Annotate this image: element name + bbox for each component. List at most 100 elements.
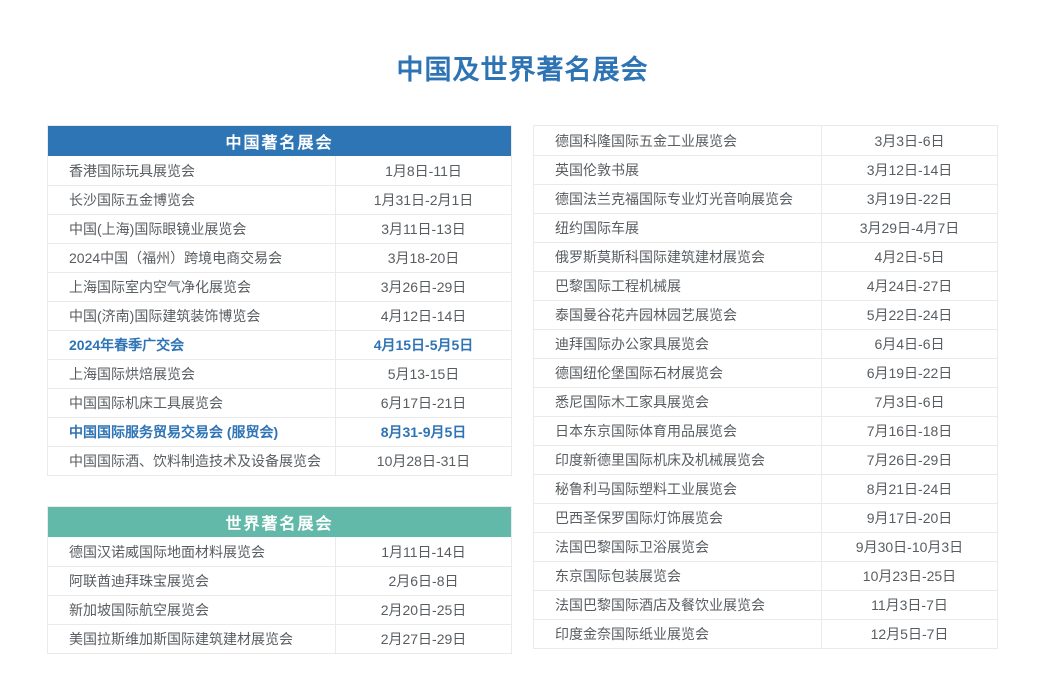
exhibition-date: 1月8日-11日 <box>385 162 462 179</box>
table-row: 上海国际烘焙展览会 5月13-15日 <box>48 359 511 388</box>
table-row: 悉尼国际木工家具展览会 7月3日-6日 <box>534 387 997 416</box>
table-row: 秘鲁利马国际塑料工业展览会 8月21日-24日 <box>534 474 997 503</box>
table-row: 阿联酋迪拜珠宝展览会 2月6日-8日 <box>48 566 511 595</box>
table-row: 中国(济南)国际建筑装饰博览会 4月12日-14日 <box>48 301 511 330</box>
exhibition-date: 6月19日-22日 <box>866 365 953 381</box>
table-row: 法国巴黎国际卫浴展览会 9月30日-10月3日 <box>534 532 997 561</box>
exhibition-date: 7月16日-18日 <box>866 423 953 439</box>
exhibition-date: 3月19日-22日 <box>866 191 953 207</box>
table-row: 印度金奈国际纸业展览会 12月5日-7日 <box>534 619 997 648</box>
table-row: 2024中国（福州）跨境电商交易会 3月18-20日 <box>48 243 511 272</box>
exhibition-date: 8月21日-24日 <box>866 481 953 497</box>
left-column: 中国著名展会 香港国际玩具展览会 1月8日-11日 长沙国际五金博览会 1月31日-2… <box>47 125 512 654</box>
table-row: 纽约国际车展 3月29日-4月7日 <box>534 213 997 242</box>
exhibition-name: 德国法兰克福国际专业灯光音响展览会 <box>534 185 822 213</box>
table-row: 中国国际服务贸易交易会 (服贸会) 8月31-9月5日 <box>48 417 511 446</box>
exhibition-date: 9月17日-20日 <box>866 510 953 526</box>
exhibition-name: 英国伦敦书展 <box>534 156 822 184</box>
exhibition-date: 4月15日-5月5日 <box>373 337 474 353</box>
exhibition-name: 印度金奈国际纸业展览会 <box>534 620 822 648</box>
exhibition-date: 3月3日-6日 <box>874 132 945 149</box>
exhibition-date: 4月2日-5日 <box>874 249 945 265</box>
table-row: 长沙国际五金博览会 1月31日-2月1日 <box>48 185 511 214</box>
exhibition-name: 法国巴黎国际卫浴展览会 <box>534 533 822 561</box>
exhibition-date: 10月28日-31日 <box>376 453 471 469</box>
exhibition-name: 德国科隆国际五金工业展览会 <box>534 126 822 155</box>
exhibition-name: 2024中国（福州）跨境电商交易会 <box>48 244 336 272</box>
exhibition-name: 俄罗斯莫斯科国际建筑建材展览会 <box>534 243 822 271</box>
exhibition-name: 美国拉斯维加斯国际建筑建材展览会 <box>48 625 336 653</box>
exhibition-name: 法国巴黎国际酒店及餐饮业展览会 <box>534 591 822 619</box>
exhibition-date: 2月27日-29日 <box>380 631 467 647</box>
exhibition-name: 日本东京国际体育用品展览会 <box>534 417 822 445</box>
two-column-layout: 中国著名展会 香港国际玩具展览会 1月8日-11日 长沙国际五金博览会 1月31日-2… <box>0 86 1045 654</box>
table-row: 英国伦敦书展 3月12日-14日 <box>534 155 997 184</box>
exhibition-name: 巴黎国际工程机械展 <box>534 272 822 300</box>
exhibition-name: 阿联酋迪拜珠宝展览会 <box>48 567 336 595</box>
exhibition-date: 1月31日-2月1日 <box>373 192 474 208</box>
exhibition-date: 11月3日-7日 <box>871 597 948 613</box>
exhibition-date: 4月12日-14日 <box>380 308 467 324</box>
exhibition-name: 中国(上海)国际眼镜业展览会 <box>48 215 336 243</box>
table-row: 日本东京国际体育用品展览会 7月16日-18日 <box>534 416 997 445</box>
exhibition-name: 中国(济南)国际建筑装饰博览会 <box>48 302 336 330</box>
exhibition-date: 3月18-20日 <box>387 250 460 266</box>
exhibition-name: 德国纽伦堡国际石材展览会 <box>534 359 822 387</box>
exhibition-date: 10月23日-25日 <box>862 568 957 584</box>
exhibition-date: 7月3日-6日 <box>874 394 945 410</box>
exhibition-date: 3月26日-29日 <box>380 279 467 295</box>
exhibition-date: 3月29日-4月7日 <box>859 220 960 236</box>
exhibition-name: 新加坡国际航空展览会 <box>48 596 336 624</box>
world-exhibitions-table: 世界著名展会 德国汉诺威国际地面材料展览会 1月11日-14日 阿联酋迪拜珠宝展览会… <box>47 506 512 654</box>
exhibition-name: 迪拜国际办公家具展览会 <box>534 330 822 358</box>
exhibition-date: 8月31-9月5日 <box>380 424 467 440</box>
page-title: 中国及世界著名展会 <box>396 55 649 85</box>
exhibition-date: 6月4日-6日 <box>874 336 945 352</box>
right-column: 德国科隆国际五金工业展览会 3月3日-6日英国伦敦书展 3月12日-14日 德国法兰克… <box>533 125 998 654</box>
exhibition-name: 上海国际烘焙展览会 <box>48 360 336 388</box>
exhibition-name: 巴西圣保罗国际灯饰展览会 <box>534 504 822 532</box>
table-row: 中国(上海)国际眼镜业展览会 3月11日-13日 <box>48 214 511 243</box>
exhibition-name: 印度新德里国际机床及机械展览会 <box>534 446 822 474</box>
table-row: 德国科隆国际五金工业展览会 3月3日-6日 <box>534 126 997 155</box>
table-row: 中国国际机床工具展览会 6月17日-21日 <box>48 388 511 417</box>
table-row: 泰国曼谷花卉园林园艺展览会 5月22日-24日 <box>534 300 997 329</box>
exhibition-date: 6月17日-21日 <box>380 395 467 411</box>
exhibition-date: 2月20日-25日 <box>380 602 467 618</box>
exhibition-name: 中国国际服务贸易交易会 (服贸会) <box>48 418 336 446</box>
exhibition-date: 4月24日-27日 <box>866 278 953 294</box>
table-row: 俄罗斯莫斯科国际建筑建材展览会 4月2日-5日 <box>534 242 997 271</box>
china-table-body: 香港国际玩具展览会 1月8日-11日长沙国际五金博览会 1月31日-2月1日中国(上… <box>48 156 511 475</box>
exhibition-name: 纽约国际车展 <box>534 214 822 242</box>
exhibition-date: 5月13-15日 <box>387 366 460 382</box>
exhibition-name: 东京国际包装展览会 <box>534 562 822 590</box>
exhibition-date: 7月26日-29日 <box>866 452 953 468</box>
table-row: 法国巴黎国际酒店及餐饮业展览会 11月3日-7日 <box>534 590 997 619</box>
table-row: 印度新德里国际机床及机械展览会 7月26日-29日 <box>534 445 997 474</box>
exhibition-name: 泰国曼谷花卉园林园艺展览会 <box>534 301 822 329</box>
table-row: 新加坡国际航空展览会 2月20日-25日 <box>48 595 511 624</box>
exhibition-name: 中国国际机床工具展览会 <box>48 389 336 417</box>
exhibition-date: 2月6日-8日 <box>388 573 459 589</box>
table-row: 德国法兰克福国际专业灯光音响展览会 3月19日-22日 <box>534 184 997 213</box>
table-row: 东京国际包装展览会 10月23日-25日 <box>534 561 997 590</box>
exhibition-name: 长沙国际五金博览会 <box>48 186 336 214</box>
exhibition-date: 9月30日-10月3日 <box>855 539 964 555</box>
exhibition-name: 上海国际室内空气净化展览会 <box>48 273 336 301</box>
exhibition-date: 12月5日-7日 <box>870 626 949 642</box>
exhibition-date: 3月11日-13日 <box>381 221 466 237</box>
exhibition-name: 秘鲁利马国际塑料工业展览会 <box>534 475 822 503</box>
exhibition-name: 香港国际玩具展览会 <box>48 156 336 185</box>
china-exhibitions-table: 中国著名展会 香港国际玩具展览会 1月8日-11日 长沙国际五金博览会 1月31日-2… <box>47 125 512 476</box>
world-table-continued-body: 德国科隆国际五金工业展览会 3月3日-6日英国伦敦书展 3月12日-14日 德国法兰克… <box>534 126 997 648</box>
table-row: 香港国际玩具展览会 1月8日-11日 <box>48 156 511 185</box>
table-row: 巴黎国际工程机械展 4月24日-27日 <box>534 271 997 300</box>
table-row: 美国拉斯维加斯国际建筑建材展览会 2月27日-29日 <box>48 624 511 653</box>
exhibition-name: 悉尼国际木工家具展览会 <box>534 388 822 416</box>
exhibition-name: 2024年春季广交会 <box>48 331 336 359</box>
world-table-body: 德国汉诺威国际地面材料展览会 1月11日-14日 阿联酋迪拜珠宝展览会 2月6日-8日… <box>48 537 511 653</box>
table-row: 德国汉诺威国际地面材料展览会 1月11日-14日 <box>48 537 511 566</box>
table-row: 巴西圣保罗国际灯饰展览会 9月17日-20日 <box>534 503 997 532</box>
table-row: 上海国际室内空气净化展览会 3月26日-29日 <box>48 272 511 301</box>
